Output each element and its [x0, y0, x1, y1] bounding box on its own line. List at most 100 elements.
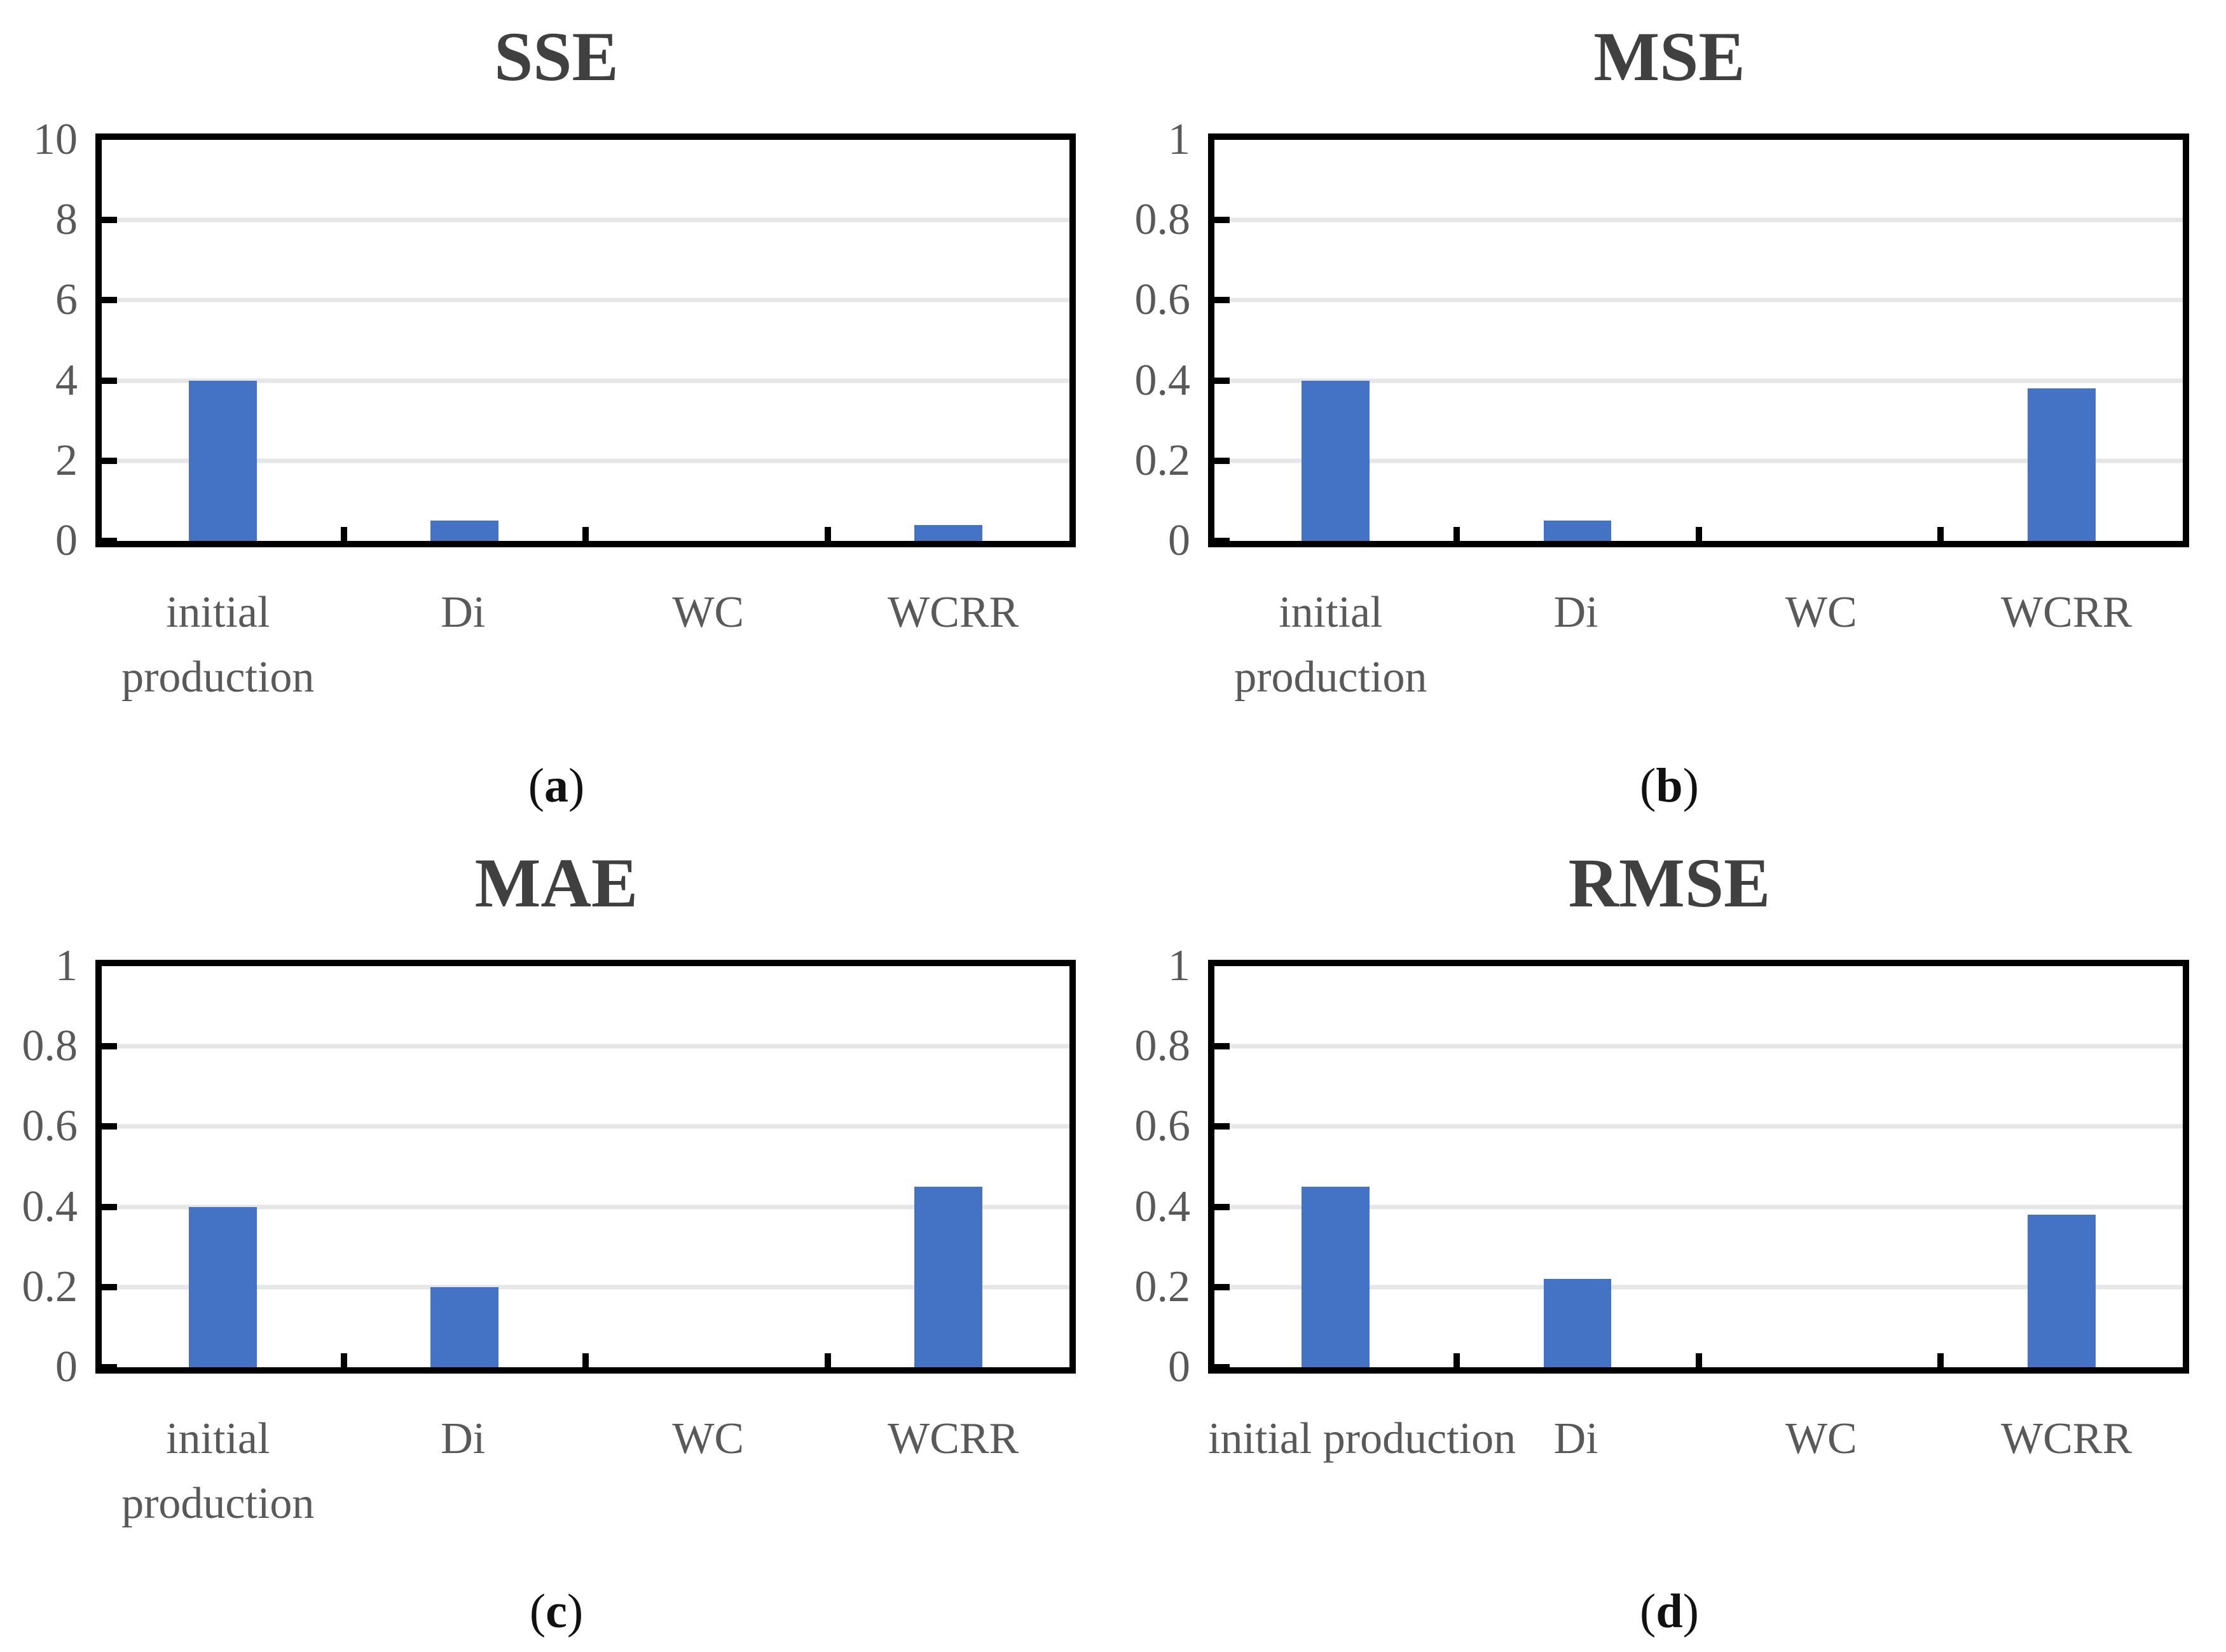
x-category-label: WC [586, 580, 831, 709]
x-category-label: WCRR [831, 1407, 1076, 1536]
panel-caption: (a) [0, 761, 1113, 810]
caption-post: ) [1682, 759, 1699, 812]
y-axis-tick [1214, 1203, 1230, 1210]
gridline [102, 297, 1069, 303]
y-axis: 0 2 4 6 8 10 [0, 118, 95, 563]
y-tick-label: 0.8 [1134, 1021, 1191, 1071]
gridline [102, 1124, 1069, 1129]
y-tick-label: 0.4 [22, 1182, 78, 1231]
x-category-label: initial production [1208, 1407, 1516, 1471]
y-axis-tick [1214, 377, 1230, 384]
x-axis-tick [1937, 1353, 1944, 1367]
x-category-label: Di [1453, 580, 1699, 709]
y-axis-tick [1214, 297, 1230, 304]
panel-caption: (c) [0, 1587, 1113, 1635]
gridline [1214, 217, 2183, 222]
gridline [1214, 1044, 2183, 1049]
gridline [102, 1044, 1069, 1049]
y-tick-label: 2 [55, 435, 78, 485]
y-axis-tick [102, 1203, 117, 1210]
x-category-label-line: production [1234, 652, 1427, 702]
x-axis: initial production Di WC WCRR [1208, 580, 2189, 709]
gridline [1214, 1205, 2183, 1210]
plot-area [95, 133, 1076, 547]
x-axis-tick [340, 527, 347, 541]
y-axis-tick [102, 1364, 117, 1370]
bar-di [430, 521, 498, 541]
x-axis-tick [1695, 527, 1702, 541]
y-axis-tick [1214, 1123, 1230, 1130]
y-tick-label: 0 [1168, 1342, 1190, 1391]
caption-letter: a [544, 759, 568, 812]
bar-initial-production [188, 380, 257, 541]
plot-wrap: initial production Di WC WCRR [1208, 960, 2189, 1471]
caption-post: ) [567, 1585, 584, 1638]
x-axis-tick [1695, 1353, 1702, 1367]
y-axis: 0 0.2 0.4 0.6 0.8 1 [1113, 944, 1208, 1389]
chart-title: SSE [494, 18, 619, 95]
y-tick-label: 0.4 [1134, 355, 1191, 405]
plot-wrap: initial production Di WC WCRR [95, 960, 1076, 1536]
x-axis-tick [340, 1353, 347, 1367]
x-axis-tick [1937, 527, 1944, 541]
chart-panel: RMSE 0 0.2 0.4 0.6 0.8 1 initial production Di… [1113, 826, 2226, 1652]
x-axis-tick [582, 1353, 589, 1367]
y-axis-tick [102, 377, 117, 384]
x-category-label-line: initial [166, 1414, 270, 1463]
bar-di [1543, 1279, 1612, 1367]
y-axis-tick [102, 1283, 117, 1290]
y-axis-tick [1214, 1283, 1230, 1290]
bar-wcrr [2028, 1215, 2096, 1367]
y-tick-label: 8 [55, 195, 78, 245]
y-axis-tick [1214, 1364, 1230, 1370]
caption-letter: d [1656, 1585, 1683, 1638]
x-category-label-line: production [121, 652, 315, 702]
x-category-label-line: Di [1553, 1414, 1598, 1463]
y-axis: 0 0.2 0.4 0.6 0.8 1 [0, 944, 95, 1389]
y-axis-tick [102, 1123, 117, 1130]
x-category-label-line: Di [441, 1414, 486, 1463]
x-axis: initial production Di WC WCRR [1208, 1407, 2189, 1471]
gridline [1214, 1285, 2183, 1290]
x-axis: initial production Di WC WCRR [95, 580, 1076, 709]
bar-initial-production [1302, 380, 1370, 541]
gridline [102, 458, 1069, 463]
bar-initial-production [188, 1206, 257, 1367]
bar-wcrr [914, 524, 982, 541]
y-tick-label: 0.8 [1134, 195, 1191, 245]
x-category-label-line: WC [1785, 588, 1857, 637]
y-axis-tick [102, 217, 117, 224]
gridline [102, 1205, 1069, 1210]
y-tick-label: 10 [33, 115, 78, 164]
panel-caption: (b) [1113, 761, 2226, 810]
y-tick-label: 0.8 [22, 1021, 78, 1071]
y-tick-label: 0.6 [1134, 275, 1191, 325]
y-tick-label: 0.2 [1134, 1262, 1191, 1311]
caption-letter: b [1656, 759, 1683, 812]
y-tick-label: 0.6 [22, 1102, 78, 1151]
y-tick-label: 1 [1168, 941, 1190, 990]
x-category-label-line: WCRR [2001, 1414, 2133, 1463]
x-category-label-line: Di [441, 588, 486, 637]
gridline [102, 1285, 1069, 1290]
x-category-label: initial production [95, 1407, 341, 1536]
y-tick-label: 0.6 [1134, 1102, 1191, 1151]
y-tick-label: 0 [55, 1342, 78, 1391]
x-axis-tick [824, 1353, 831, 1367]
gridline [102, 217, 1069, 222]
caption-post: ) [1682, 1585, 1699, 1638]
gridline [1214, 378, 2183, 383]
x-axis-tick [1453, 527, 1460, 541]
y-axis-tick [1214, 538, 1230, 544]
chart-panel: MSE 0 0.2 0.4 0.6 0.8 1 initial production Di WC… [1113, 0, 2226, 826]
x-category-label: initial production [95, 580, 341, 709]
chart-title: MAE [474, 844, 638, 922]
x-category-label: Di [1453, 1407, 1699, 1471]
x-category-label: WC [586, 1407, 831, 1536]
x-category-label-line: production [121, 1478, 315, 1528]
y-tick-label: 0.4 [1134, 1182, 1191, 1231]
y-axis-tick [102, 1043, 117, 1050]
caption-pre: ( [528, 759, 544, 812]
plot-area [1208, 960, 2189, 1374]
